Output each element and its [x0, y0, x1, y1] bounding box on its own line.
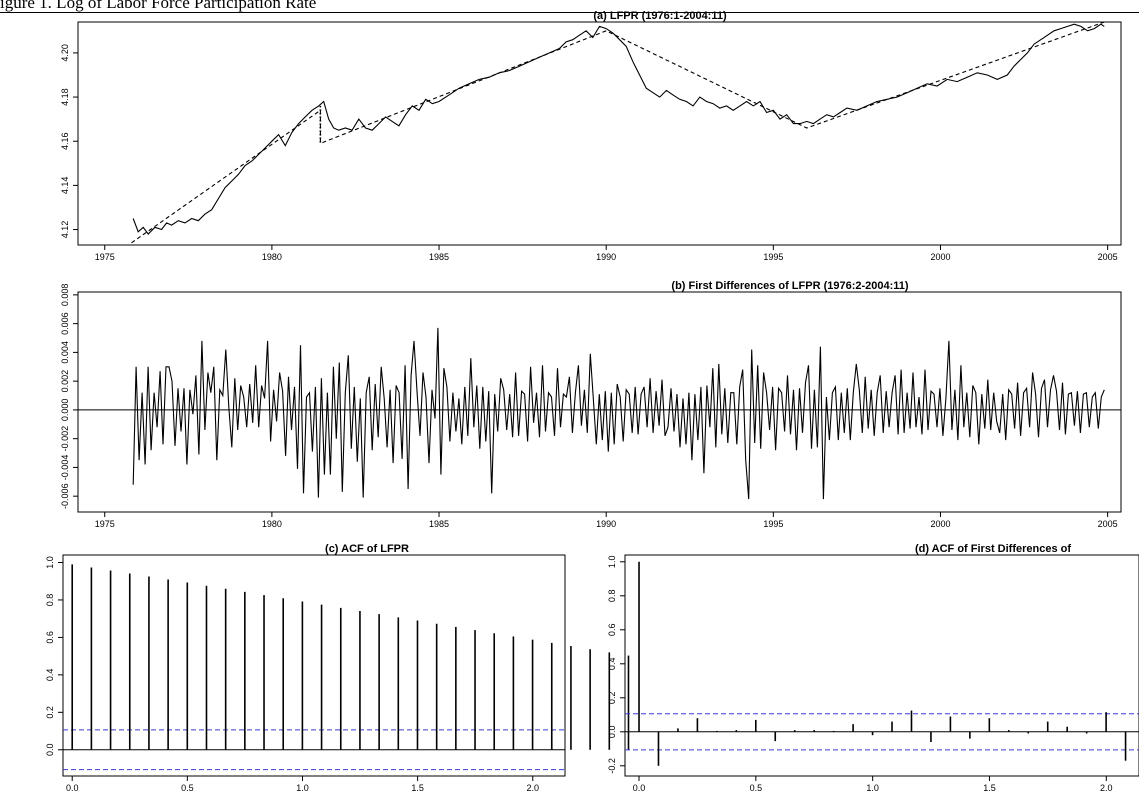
panel-a-ytick-label: 4.20	[60, 44, 70, 62]
trend-line	[131, 21, 1105, 244]
panel-acf-first-differences: (d) ACF of First Differences of 0.0 0.5 1.…	[607, 543, 1139, 793]
panel-first-differences: (b) First Differences of LFPR (1976:2-20…	[60, 280, 1122, 529]
panel-d-ytick-label: 1.0	[607, 556, 617, 569]
panel-c-xtick-label: 0.0	[66, 783, 79, 793]
panel-c-ytick-label: 0.2	[45, 706, 55, 719]
panel-a-frame	[77, 21, 1122, 246]
panel-acf-lfpr: (c) ACF of LFPR 0.0 0.5 1.0 1.5 2.0 0.0 0.2 0.4…	[45, 543, 630, 793]
panel-a-ytick-label: 4.16	[60, 132, 70, 150]
lfpr-line	[132, 23, 1105, 235]
panel-d-ytick-label: 0.8	[607, 590, 617, 603]
panel-d-xtick-label: 1.0	[866, 783, 879, 793]
panel-a-xtick-label: 1985	[429, 252, 449, 262]
panel-d-xtick-label: 0.5	[750, 783, 763, 793]
panel-b-ytick-label: 0.002	[60, 370, 70, 393]
panel-d-ytick-label: 0.0	[607, 726, 617, 739]
panel-a-ytick-label: 4.12	[60, 221, 70, 239]
panel-b-ytick-label: 0.006	[60, 312, 70, 335]
panel-c-ytick-label: 0.0	[45, 744, 55, 757]
panel-b-frame	[77, 291, 1122, 513]
panel-c-xtick-label: 2.0	[527, 783, 540, 793]
panel-a-title: (a) LFPR (1976:1-2004:11)	[593, 10, 727, 22]
panel-a-ytick-label: 4.14	[60, 177, 70, 195]
panel-b-ytick-label: -0.004	[60, 455, 70, 481]
panel-a-xtick-label: 2000	[930, 252, 950, 262]
panel-b-ytick-label: 0.000	[60, 399, 70, 422]
panel-b-ytick-label: -0.002	[60, 426, 70, 452]
panel-a-xtick-label: 1990	[596, 252, 616, 262]
panel-b-xtick-label: 1985	[429, 519, 449, 529]
panel-a-xtick-label: 2005	[1098, 252, 1118, 262]
panel-b-xtick-label: 1990	[596, 519, 616, 529]
panel-c-xtick-label: 1.0	[296, 783, 309, 793]
panel-a-xtick-label: 1975	[95, 252, 115, 262]
panel-d-frame	[624, 554, 1139, 777]
panel-b-xtick-label: 1975	[95, 519, 115, 529]
panel-b-xtick-label: 1980	[262, 519, 282, 529]
panel-c-xtick-label: 0.5	[181, 783, 194, 793]
panel-d-xtick-label: 1.5	[983, 783, 996, 793]
panel-b-xtick-label: 1995	[763, 519, 783, 529]
panel-c-ytick-label: 0.4	[45, 669, 55, 682]
panel-d-xtick-label: 0.0	[633, 783, 646, 793]
panel-b-xtick-label: 2000	[930, 519, 950, 529]
panel-c-ytick-label: 0.6	[45, 631, 55, 644]
panel-d-title: (d) ACF of First Differences of	[915, 543, 1071, 555]
panel-lfpr: (a) LFPR (1976:1-2004:11) 1975 1980 1985 19…	[60, 10, 1122, 262]
panel-b-ytick-label: 0.004	[60, 341, 70, 364]
panel-d-ytick-label: 0.6	[607, 624, 617, 637]
panel-a-xtick-label: 1995	[763, 252, 783, 262]
panel-b-xtick-label: 2005	[1098, 519, 1118, 529]
panel-a-ytick-label: 4.18	[60, 88, 70, 106]
panel-c-xtick-label: 1.5	[411, 783, 424, 793]
panel-d-ytick-label: -0.2	[607, 758, 617, 774]
panel-c-frame	[62, 554, 566, 777]
panel-c-title: (c) ACF of LFPR	[325, 543, 409, 555]
panel-b-title: (b) First Differences of LFPR (1976:2-20…	[671, 280, 909, 292]
first-differences-line	[132, 327, 1105, 500]
figure-caption: igure 1. Log of Labor Force Participatio…	[0, 0, 317, 12]
panel-c-ytick-label: 1.0	[45, 556, 55, 569]
panel-b-ytick-label: 0.008	[60, 284, 70, 307]
panel-b-ytick-label: -0.006	[60, 483, 70, 509]
panel-d-xtick-label: 2.0	[1100, 783, 1113, 793]
panel-d-ytick-label: 0.2	[607, 692, 617, 705]
panel-d-ytick-label: 0.4	[607, 658, 617, 671]
panel-c-ytick-label: 0.8	[45, 594, 55, 607]
panel-a-xtick-label: 1980	[262, 252, 282, 262]
